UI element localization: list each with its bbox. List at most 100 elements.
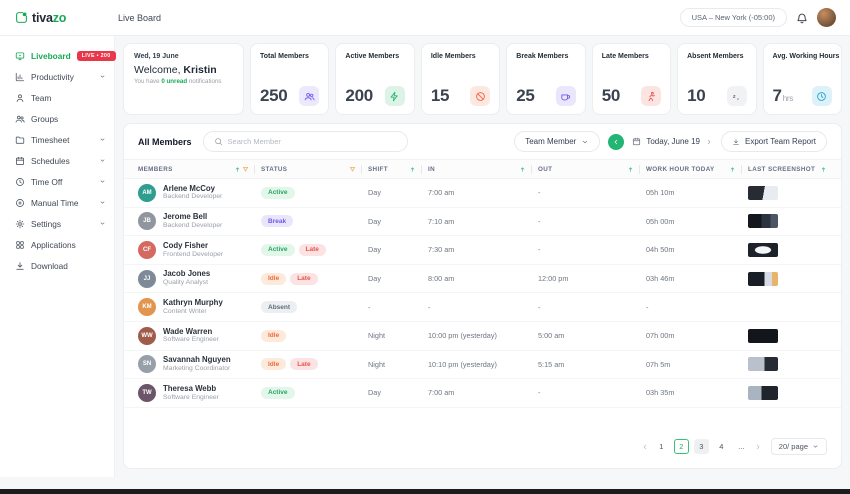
pagination-prev-icon[interactable] xyxy=(641,443,649,451)
last-screenshot-thumbnail[interactable] xyxy=(748,385,778,400)
sidebar-item[interactable]: Manual Time xyxy=(0,192,114,213)
filter-icon[interactable] xyxy=(242,166,249,173)
stat-card: Total Members 250 xyxy=(250,43,330,115)
stat-value: 50 xyxy=(601,86,621,105)
sort-icon[interactable] xyxy=(519,166,526,173)
page-size-selector[interactable]: 20/ page xyxy=(770,438,827,455)
folder-icon xyxy=(15,135,25,145)
date-navigator: Today, June 19 xyxy=(632,137,713,146)
member-name: Arlene McCoy xyxy=(163,183,215,193)
current-date-label[interactable]: Today, June 19 xyxy=(646,137,700,146)
sidebar-item[interactable]: Liveboard LIVE • 200 xyxy=(0,45,116,66)
clock-icon xyxy=(15,177,25,187)
member-cell: KM Kathryn Murphy Content Writer xyxy=(138,298,261,317)
team-member-dropdown[interactable]: Team Member xyxy=(514,131,601,152)
last-screenshot-thumbnail[interactable] xyxy=(748,185,778,200)
status-badge: Active xyxy=(261,186,295,199)
stat-value: 15 xyxy=(430,86,450,105)
member-name: Theresa Webb xyxy=(163,383,217,393)
table-row[interactable]: AM Arlene McCoy Backend Developer Active… xyxy=(124,179,841,208)
sidebar-item[interactable]: Download xyxy=(0,255,114,276)
next-day-button[interactable] xyxy=(705,138,713,146)
sidebar-item[interactable]: Time Off xyxy=(0,171,114,192)
prev-day-button[interactable] xyxy=(608,133,625,150)
sort-icon[interactable] xyxy=(409,166,416,173)
user-avatar[interactable] xyxy=(817,8,836,27)
last-screenshot-thumbnail[interactable] xyxy=(748,328,778,343)
column-header[interactable]: WORK HOUR TODAY xyxy=(646,164,748,174)
sidebar-item[interactable]: Productivity xyxy=(0,66,114,87)
member-role: Software Engineer xyxy=(163,393,219,401)
column-header[interactable]: OUT xyxy=(538,164,646,174)
chevron-down-icon xyxy=(99,73,106,80)
screenshot-cell xyxy=(748,328,827,343)
pagination-next-icon[interactable] xyxy=(754,443,762,451)
sidebar-item[interactable]: Team xyxy=(0,87,114,108)
out-cell: 12:00 pm xyxy=(538,274,569,284)
sidebar-item[interactable]: Settings xyxy=(0,213,114,234)
bell-icon[interactable] xyxy=(796,12,808,24)
status-cell: Active xyxy=(261,186,368,199)
last-screenshot-thumbnail[interactable] xyxy=(748,271,778,286)
out-cell: 5:15 am xyxy=(538,359,565,369)
sort-icon[interactable] xyxy=(627,166,634,173)
page-button[interactable]: 1 xyxy=(654,439,669,454)
gear-icon xyxy=(15,219,25,229)
last-screenshot-thumbnail[interactable] xyxy=(748,214,778,229)
filter-icon[interactable] xyxy=(349,166,356,173)
column-header[interactable]: SHIFT xyxy=(368,164,428,174)
column-header[interactable]: MEMBERS xyxy=(138,164,261,174)
column-header[interactable]: LAST SCREENSHOT xyxy=(748,166,827,173)
run-icon xyxy=(646,91,657,102)
table-row[interactable]: TW Theresa Webb Software Engineer Active… xyxy=(124,379,841,408)
out-cell: - xyxy=(538,216,541,226)
last-screenshot-thumbnail[interactable] xyxy=(748,242,778,257)
status-cell: Idle Late xyxy=(261,358,368,371)
table-row[interactable]: CF Cody Fisher Frontend Developer Active… xyxy=(124,236,841,265)
members-table-card: All Members Team Member Today, June 19 xyxy=(123,123,842,469)
search-input[interactable] xyxy=(227,137,397,146)
page-button[interactable]: 3 xyxy=(693,439,709,454)
sort-icon[interactable] xyxy=(234,166,241,173)
download-icon xyxy=(732,138,740,146)
sidebar-item[interactable]: Schedules xyxy=(0,150,114,171)
member-role: Marketing Coordinator xyxy=(163,364,231,372)
shift-cell: Day xyxy=(368,274,381,284)
sidebar-item[interactable]: Timesheet xyxy=(0,129,114,150)
page-button[interactable]: 4 xyxy=(714,439,729,454)
sort-icon[interactable] xyxy=(820,166,827,173)
last-screenshot-thumbnail[interactable] xyxy=(748,357,778,372)
in-cell: 10:10 pm (yesterday) xyxy=(428,359,497,369)
shift-cell: Day xyxy=(368,388,381,398)
table-row[interactable]: JJ Jacob Jones Quality Analyst Idle Late … xyxy=(124,265,841,294)
page-button[interactable]: 2 xyxy=(673,439,689,454)
coffee-icon xyxy=(560,91,571,102)
screenshot-cell xyxy=(748,242,827,257)
members-filter-label[interactable]: All Members xyxy=(138,136,192,147)
member-search[interactable] xyxy=(202,131,408,152)
clock-plus-icon xyxy=(15,198,25,208)
table-row[interactable]: JB Jerome Bell Backend Developer Break D… xyxy=(124,208,841,237)
member-role: Backend Developer xyxy=(163,193,223,201)
table-row[interactable]: WW Wade Warren Software Engineer Idle Ni… xyxy=(124,322,841,351)
work-hours-cell: 07h 00m xyxy=(646,331,675,341)
chevron-down-icon xyxy=(99,136,106,143)
export-team-report-button[interactable]: Export Team Report xyxy=(721,131,827,152)
monitor-icon xyxy=(15,51,25,61)
shift-cell: - xyxy=(368,302,371,312)
brand-logo[interactable]: tivazo xyxy=(0,11,115,25)
chevron-left-icon xyxy=(612,138,620,146)
timezone-selector[interactable]: USA – New York (-05:00) xyxy=(679,8,787,27)
sidebar-item[interactable]: Applications xyxy=(0,234,114,255)
column-header[interactable]: STATUS xyxy=(261,164,368,174)
notifications-note: You have 0 unread notifications xyxy=(134,78,222,85)
table-row[interactable]: SN Savannah Nguyen Marketing Coordinator… xyxy=(124,351,841,380)
page-button[interactable]: ... xyxy=(734,439,749,454)
sort-icon[interactable] xyxy=(729,166,736,173)
in-cell: 7:30 am xyxy=(428,245,455,255)
status-badge: Late xyxy=(298,243,326,256)
table-row[interactable]: KM Kathryn Murphy Content Writer Absent … xyxy=(124,293,841,322)
column-header[interactable]: IN xyxy=(428,164,538,174)
member-avatar: KM xyxy=(138,298,156,317)
sidebar-item[interactable]: Groups xyxy=(0,108,114,129)
